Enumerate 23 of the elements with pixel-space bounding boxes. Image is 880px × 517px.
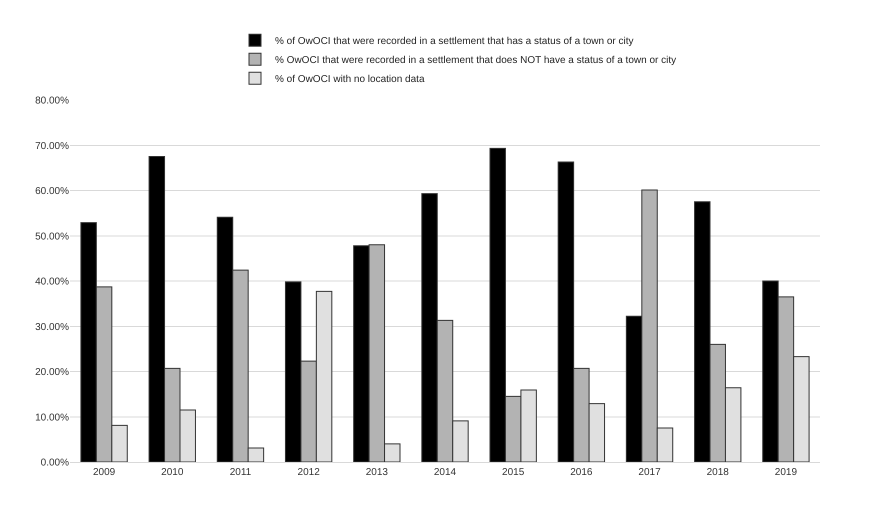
y-tick-label: 80.00% [35,96,70,106]
legend-label: % of OwOCI that were recorded in a settlement that has a status of a town or city [275,36,634,48]
x-tick-label: 2013 [366,467,388,478]
x-tick-label: 2009 [92,467,116,478]
y-tick-label: 30.00% [35,322,70,333]
legend-label: % OwOCI that were recorded in a settlement that does NOT have a status of a town or city [275,55,676,66]
x-tick-label: 2015 [502,467,525,478]
x-tick-label: 2017 [638,467,662,478]
y-tick-label: 10.00% [35,412,70,424]
x-tick-label: 2016 [570,467,593,478]
y-tick-label: 20.00% [35,367,70,378]
x-tick-label: 2018 [706,467,730,478]
y-tick-label: 50.00% [35,231,70,242]
x-tick-label: 2019 [774,467,798,478]
legend-label: % of OwOCI with no location data [275,74,425,86]
x-tick-label: 2012 [298,467,320,478]
x-tick-label: 2014 [434,467,457,478]
y-tick-label: 40.00% [35,276,70,288]
y-tick-label: 70.00% [35,140,70,152]
x-tick-label: 2010 [161,467,184,478]
x-tick-label: 2011 [230,467,252,478]
y-tick-label: 0.00% [40,458,70,468]
y-tick-label: 60.00% [35,186,70,197]
